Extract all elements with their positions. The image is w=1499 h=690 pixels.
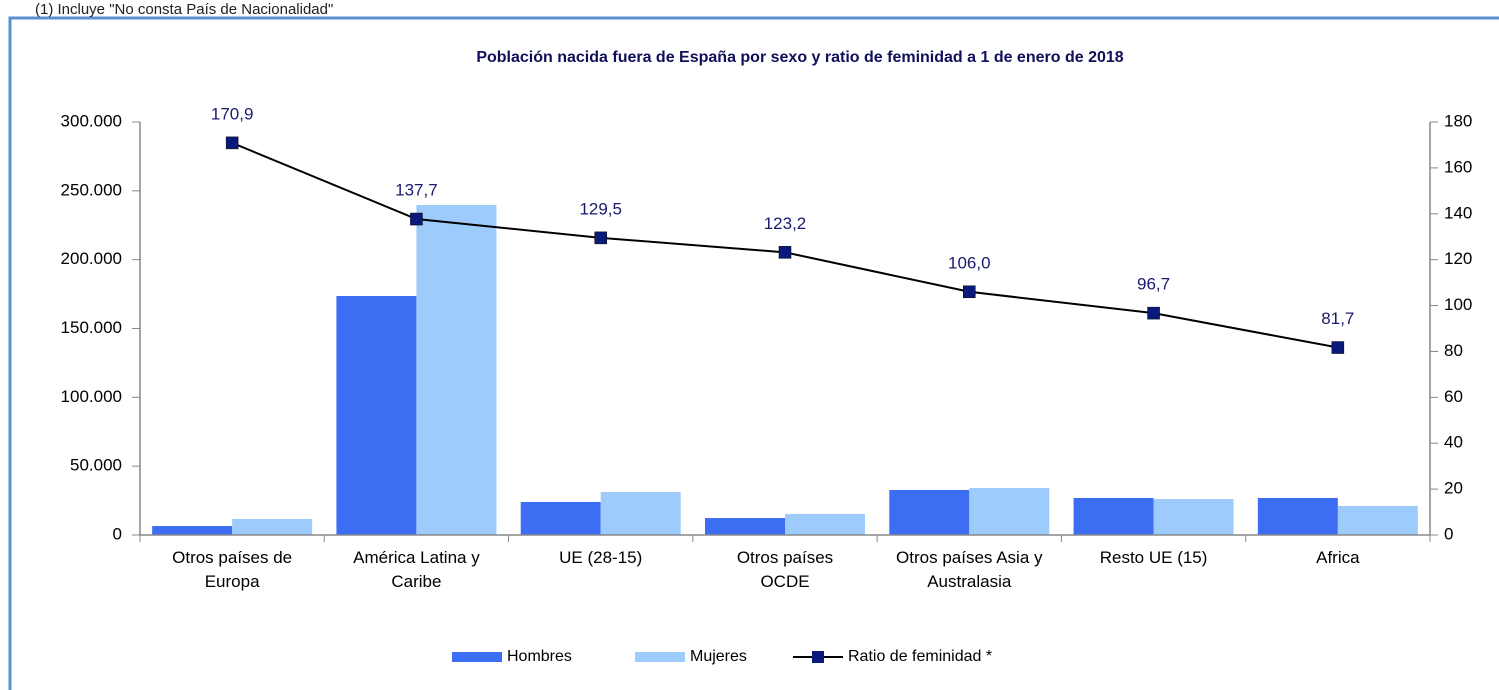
y-tick-label: 50.000 [70, 456, 122, 475]
y2-tick-label: 40 [1444, 433, 1463, 452]
y-tick-label: 250.000 [61, 180, 122, 199]
y2-tick-label: 180 [1444, 111, 1472, 130]
legend-swatch [452, 652, 502, 662]
x-tick-label: Otros países OCDE [737, 548, 833, 591]
y2-tick-label: 120 [1444, 249, 1472, 268]
y2-tick-label: 60 [1444, 387, 1463, 406]
x-tick-label-line: Otros países Asia y [896, 548, 1043, 567]
data-label: 123,2 [764, 214, 807, 233]
x-tick-label: Resto UE (15) [1100, 548, 1208, 567]
data-label: 137,7 [395, 181, 438, 200]
x-tick-label: Africa [1316, 548, 1360, 567]
x-tick-label: América Latina y Caribe [353, 548, 480, 591]
bar [336, 296, 417, 535]
x-tick-label-line: Resto UE (15) [1100, 548, 1208, 567]
line-marker [594, 231, 607, 245]
legend-marker [812, 651, 824, 663]
x-tick-label-line: UE (28-15) [559, 548, 642, 567]
x-tick-label: Otros países Asia y Australasia [896, 548, 1043, 591]
bar [600, 492, 681, 535]
line-marker [410, 212, 423, 226]
bar [1257, 497, 1338, 535]
x-tick-label: Otros países de Europa [172, 548, 292, 591]
line-marker [1331, 341, 1345, 354]
bar [416, 205, 497, 535]
x-tick-label-line: OCDE [760, 572, 809, 591]
x-tick-label-line: Australasia [927, 572, 1012, 591]
bar [705, 518, 785, 535]
data-label: 81,7 [1321, 309, 1354, 328]
x-tick-label-line: Caribe [391, 572, 441, 591]
y2-tick-label: 80 [1444, 341, 1463, 360]
bar [1337, 505, 1418, 535]
line-marker [778, 246, 792, 259]
bar [1153, 499, 1234, 535]
line-marker [1147, 306, 1160, 320]
y2-tick-label: 160 [1444, 157, 1472, 176]
y-tick-label: 100.000 [61, 387, 122, 406]
note: (1) Incluye "No consta País de Nacionali… [35, 1, 333, 18]
line-marker [963, 285, 976, 299]
x-tick-label-line: Europa [205, 572, 260, 591]
x-tick-label: UE (28-15) [559, 548, 642, 567]
y2-tick-label: 0 [1444, 524, 1453, 543]
chart-title: Población nacida fuera de España por sex… [476, 49, 1123, 66]
bar [889, 489, 970, 535]
legend-swatch [635, 652, 685, 662]
y2-tick-label: 100 [1444, 295, 1472, 314]
bar [969, 488, 1050, 535]
data-label: 129,5 [579, 199, 622, 218]
x-tick-label-line: América Latina y [353, 548, 480, 567]
y-tick-label: 200.000 [61, 249, 122, 268]
x-tick-label-line: Africa [1316, 548, 1360, 567]
data-label: 170,9 [211, 104, 254, 123]
frame [8, 16, 1499, 690]
y2-tick-label: 140 [1444, 203, 1472, 222]
bar [152, 526, 233, 535]
line-marker [225, 136, 239, 150]
bar [785, 513, 865, 535]
y-tick-label: 0 [113, 524, 122, 543]
y-tick-label: 150.000 [61, 318, 122, 337]
x-tick-label-line: Otros países [737, 548, 833, 567]
legend-label: Hombres [507, 648, 572, 665]
y-tick-label: 300.000 [61, 111, 122, 130]
legend-label: Ratio de feminidad * [848, 648, 992, 665]
data-label: 96,7 [1137, 275, 1170, 294]
bar [1073, 497, 1154, 535]
bar [520, 501, 601, 535]
y2-tick-label: 20 [1444, 479, 1463, 498]
x-tick-label-line: Otros países de [172, 548, 292, 567]
legend-label: Mujeres [690, 648, 747, 665]
data-label: 106,0 [948, 253, 991, 272]
bar [232, 519, 313, 535]
